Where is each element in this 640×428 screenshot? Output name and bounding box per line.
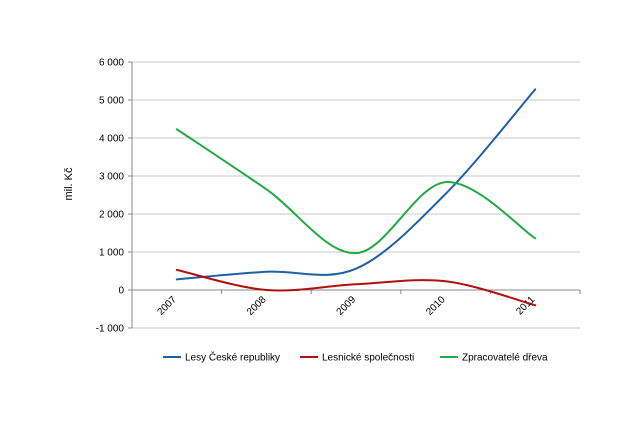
legend: Lesy České republiky Lesnické společnosti… [163,351,548,364]
y-tick-label: 1 000 [99,248,124,259]
x-axis-ticks: 2007 2008 2009 2010 2011 [155,294,537,318]
legend-label: Lesy České republiky [185,351,280,364]
y-axis-ticks: 6 000 5 000 4 000 3 000 2 000 1 000 0 -1 000 [96,58,125,335]
legend-label: Zpracovatelé dřeva [462,353,548,364]
gridlines [132,61,580,329]
y-tick-label: -1 000 [96,324,125,335]
y-tick-label: 5 000 [99,96,124,107]
series-line-3 [175,128,537,255]
x-tick-label: 2010 [424,294,448,318]
series-line-1 [175,88,537,281]
axes [128,61,581,329]
legend-label: Lesnické společnosti [322,353,414,364]
y-tick-label: 2 000 [99,210,124,221]
y-tick-label: 3 000 [99,172,124,183]
y-tick-label: 4 000 [99,134,124,145]
y-axis-label: mil. Kč [63,167,75,201]
series-line-2 [175,268,537,307]
x-tick-label: 2009 [335,294,359,318]
x-tick-label: 2007 [155,294,179,318]
y-tick-label: 6 000 [99,58,124,69]
x-tick-label: 2008 [245,294,269,318]
series-lines [175,88,537,307]
y-tick-label: 0 [118,286,124,297]
